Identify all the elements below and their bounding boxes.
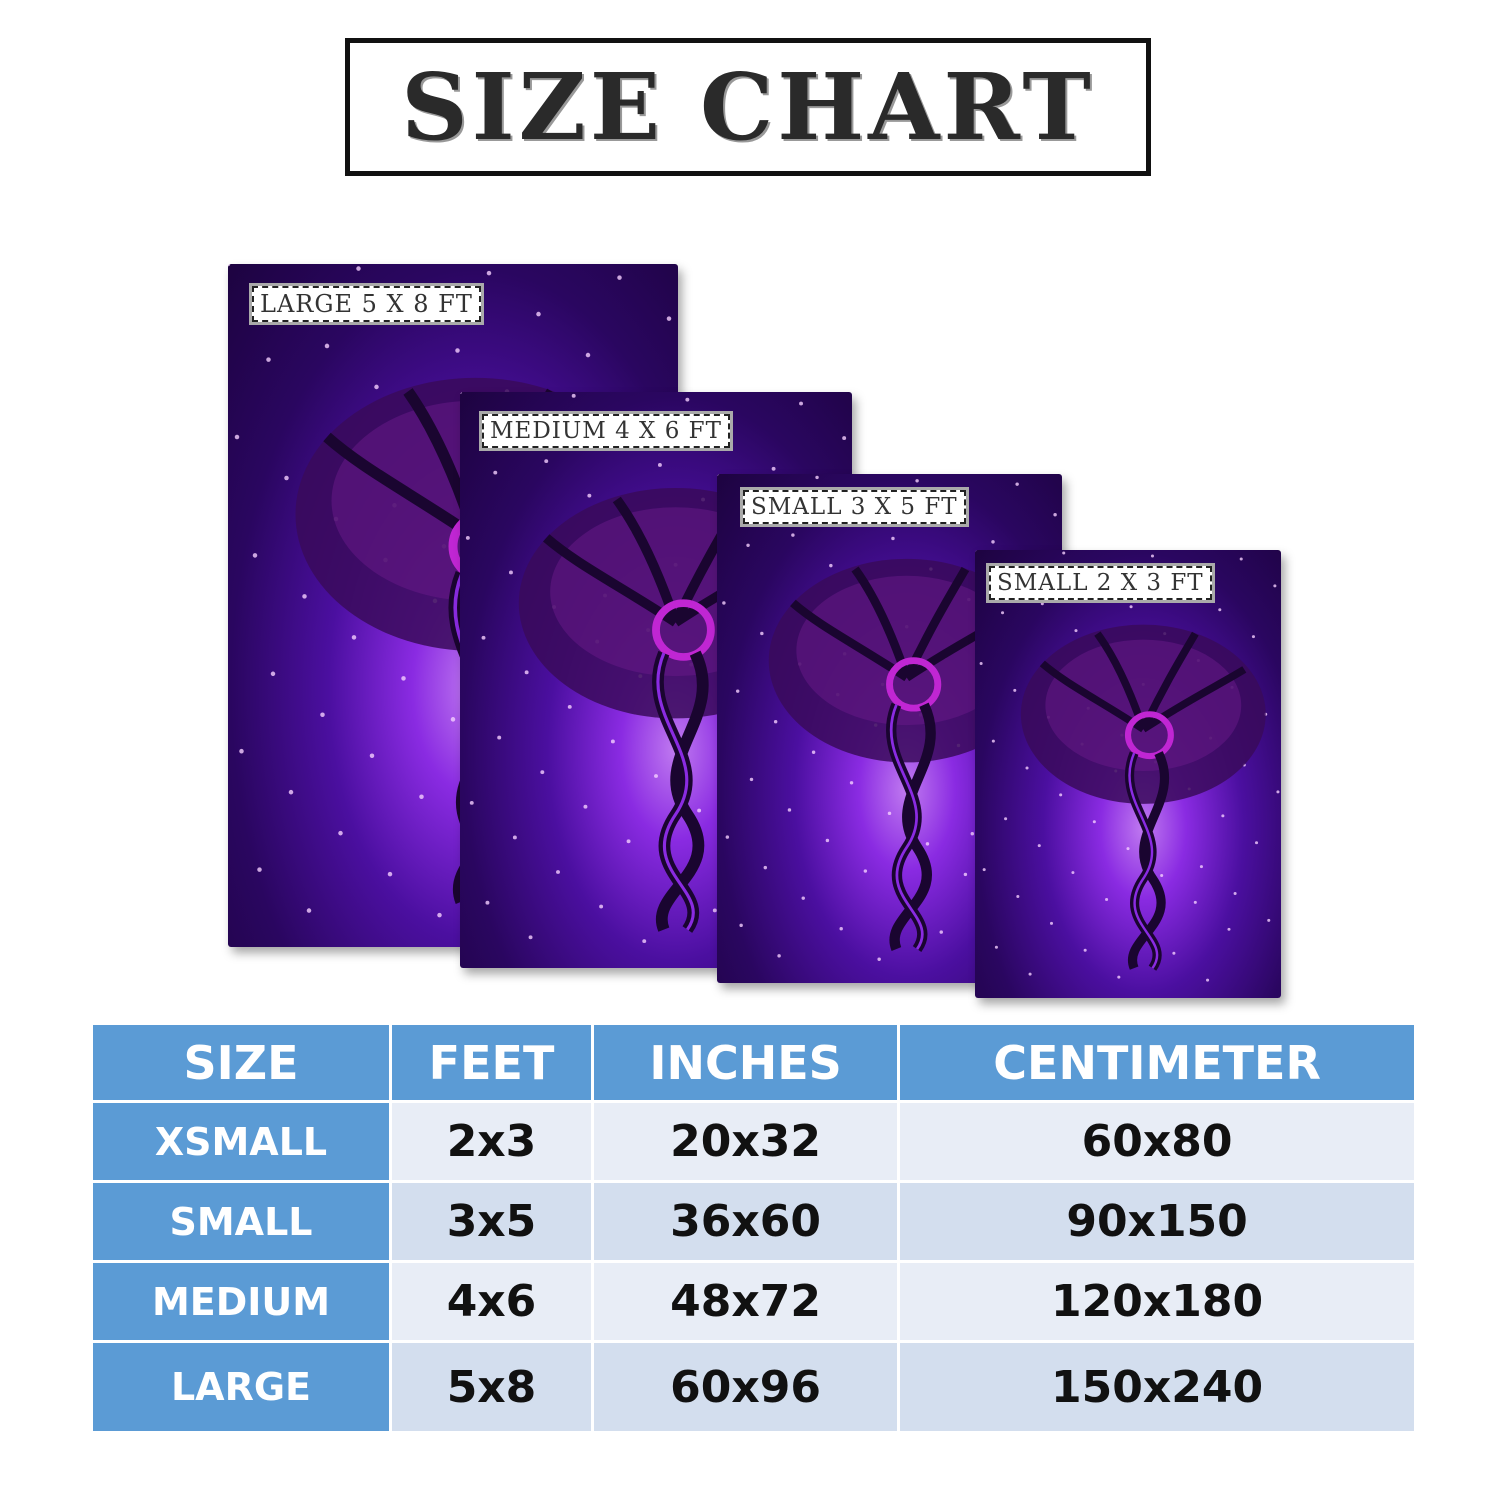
- column-header: FEET: [392, 1025, 592, 1100]
- inches-cell: 48x72: [594, 1263, 898, 1340]
- table-row: SMALL 3x5 36x60 90x150: [93, 1183, 1414, 1260]
- feet-cell: 4x6: [392, 1263, 592, 1340]
- rug-label: LARGE 5 X 8 FT: [249, 283, 484, 325]
- table-row: LARGE 5x8 60x96 150x240: [93, 1343, 1414, 1431]
- rug-xsmall: SMALL 2 X 3 FT: [975, 550, 1281, 998]
- size-cell: LARGE: [93, 1343, 389, 1431]
- inches-cell: 20x32: [594, 1103, 898, 1180]
- rug-label: SMALL 2 X 3 FT: [986, 563, 1215, 603]
- title-box: SIZE CHART: [345, 38, 1151, 176]
- page-title: SIZE CHART: [401, 53, 1095, 161]
- feet-cell: 3x5: [392, 1183, 592, 1260]
- table-header-row: SIZE FEET INCHES CENTIMETER: [93, 1025, 1414, 1100]
- rug-label: SMALL 3 X 5 FT: [740, 487, 969, 527]
- inches-cell: 60x96: [594, 1343, 898, 1431]
- size-cell: SMALL: [93, 1183, 389, 1260]
- size-table: SIZE FEET INCHES CENTIMETER XSMALL 2x3 2…: [90, 1022, 1417, 1434]
- inches-cell: 36x60: [594, 1183, 898, 1260]
- centimeter-cell: 90x150: [900, 1183, 1414, 1260]
- size-cell: XSMALL: [93, 1103, 389, 1180]
- column-header: INCHES: [594, 1025, 898, 1100]
- centimeter-cell: 60x80: [900, 1103, 1414, 1180]
- table-row: XSMALL 2x3 20x32 60x80: [93, 1103, 1414, 1180]
- column-header: CENTIMETER: [900, 1025, 1414, 1100]
- rug-label: MEDIUM 4 X 6 FT: [479, 411, 733, 451]
- tree-of-life-artwork: [975, 550, 1280, 982]
- size-cell: MEDIUM: [93, 1263, 389, 1340]
- feet-cell: 5x8: [392, 1343, 592, 1431]
- table-row: MEDIUM 4x6 48x72 120x180: [93, 1263, 1414, 1340]
- feet-cell: 2x3: [392, 1103, 592, 1180]
- centimeter-cell: 150x240: [900, 1343, 1414, 1431]
- centimeter-cell: 120x180: [900, 1263, 1414, 1340]
- column-header: SIZE: [93, 1025, 389, 1100]
